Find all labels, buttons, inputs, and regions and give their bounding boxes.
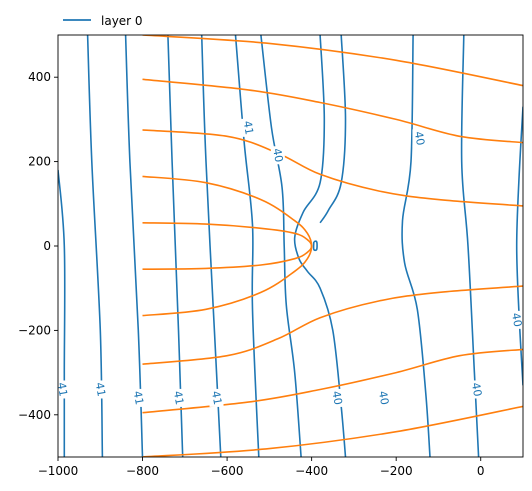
contour-label-gap-2 [131,388,146,407]
contour-label-8: 40 [376,390,391,406]
contour-label-5: 41 [241,120,256,136]
contour-label-gap-1 [93,380,108,399]
flow-line-4 [142,222,313,270]
legend: layer 0 [63,14,143,28]
contour-label-gap-8 [376,388,391,407]
x-tick-label-4: −200 [380,464,413,478]
contour-label-gap-5 [241,118,256,137]
contour-label-9: 40 [412,130,427,146]
contour-label-1: 41 [93,381,108,397]
y-tick-label-1: −200 [18,323,51,337]
x-tick-label-3: −400 [295,464,328,478]
flow-line-7 [142,405,523,457]
head-contour-line-6 [260,35,302,457]
contour-label-4: 41 [209,390,224,406]
x-tick-label-0: −1000 [38,464,79,478]
x-tick-label-2: −600 [211,464,244,478]
flow-line-5 [142,285,523,365]
head-contour-line-0 [58,169,66,457]
contour-label-gap-9 [412,129,427,148]
contour-label-2: 41 [131,390,146,406]
contour-label-gap-4 [209,388,224,407]
contour-label-6: 40 [270,147,285,163]
head-contour-line-12 [515,106,523,386]
flow-line-2 [142,129,523,207]
head-contour-line-8 [319,35,347,224]
head-contour-line-7 [293,35,347,457]
contour-label-gap-3 [171,388,186,407]
y-tick-label-0: −400 [18,408,51,422]
contour-label-gap-6 [270,146,285,165]
contour-label-gap-0 [55,380,70,399]
contour-label-3: 41 [171,390,186,406]
head-contour-line-5 [234,35,260,457]
contour-label-gap-11 [509,310,524,329]
x-tick-label-5: 0 [477,464,485,478]
flow-line-0 [142,35,523,87]
y-tick-label-3: 200 [28,155,51,169]
contour-label-10: 40 [469,381,484,397]
x-tick-label-1: −800 [126,464,159,478]
head-contour-line-9 [312,240,318,252]
y-tick-label-4: 400 [28,70,51,84]
contour-label-0: 41 [55,381,70,397]
flow-line-1 [142,78,523,144]
y-tick-label-2: 0 [43,239,51,253]
contour-label-gap-7 [330,388,344,407]
contour-label-7: 40 [329,390,344,406]
head-contour-line-10 [401,35,431,457]
contour-label-11: 40 [509,312,524,328]
contour-label-gap-10 [469,380,484,399]
legend-label: layer 0 [101,14,143,28]
head-contour-line-1 [86,35,104,457]
